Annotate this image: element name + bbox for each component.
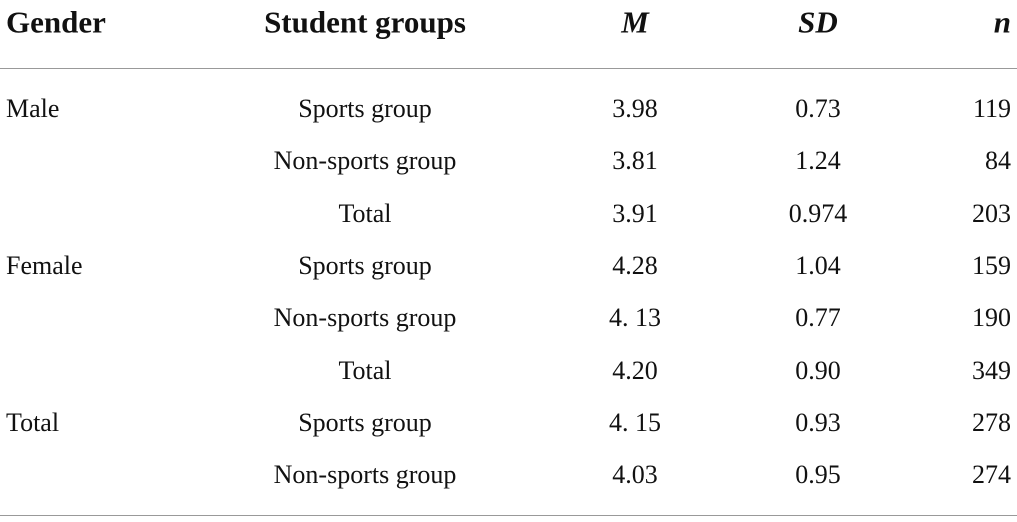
- column-header: Student groups: [264, 4, 466, 40]
- student-group: Non-sports group: [273, 460, 457, 490]
- column-header: SD: [798, 4, 838, 40]
- column-header: M: [621, 4, 649, 40]
- n: 84: [985, 146, 1011, 176]
- student-group: Total: [338, 355, 392, 385]
- n: 274: [972, 460, 1011, 490]
- header-rule: [0, 68, 1017, 69]
- sd: 0.77: [795, 303, 841, 333]
- sd: 0.93: [795, 407, 841, 437]
- student-group: Sports group: [298, 250, 432, 280]
- student-group: Non-sports group: [273, 303, 457, 333]
- sd: 0.73: [795, 94, 841, 123]
- sd: 1.24: [795, 146, 841, 176]
- mean: 4.20: [612, 355, 658, 385]
- mean: 3.98: [612, 94, 658, 123]
- n: 190: [972, 303, 1011, 333]
- student-group: Sports group: [298, 407, 432, 437]
- sd: 1.04: [795, 250, 841, 280]
- sd: 0.974: [788, 198, 848, 228]
- mean: 4.03: [612, 460, 658, 490]
- mean: 4. 13: [609, 303, 661, 333]
- student-group: Sports group: [298, 94, 432, 123]
- gender: Male: [6, 94, 60, 123]
- sd: 0.90: [795, 355, 841, 385]
- mean: 3.81: [612, 146, 658, 176]
- mean: 4.28: [612, 250, 658, 280]
- column-header: n: [993, 4, 1011, 40]
- gender: Female: [6, 250, 83, 280]
- student-group: Total: [338, 198, 392, 228]
- student-group: Non-sports group: [273, 146, 457, 176]
- mean: 4. 15: [609, 407, 661, 437]
- n: 159: [972, 250, 1011, 280]
- n: 278: [972, 407, 1011, 437]
- n: 349: [972, 355, 1011, 385]
- bottom-rule: [0, 515, 1017, 516]
- column-header: Gender: [6, 4, 106, 40]
- sd: 0.95: [795, 460, 841, 490]
- n: 203: [972, 198, 1011, 228]
- mean: 3.91: [612, 198, 658, 228]
- gender: Total: [6, 407, 60, 437]
- n: 119: [972, 94, 1011, 123]
